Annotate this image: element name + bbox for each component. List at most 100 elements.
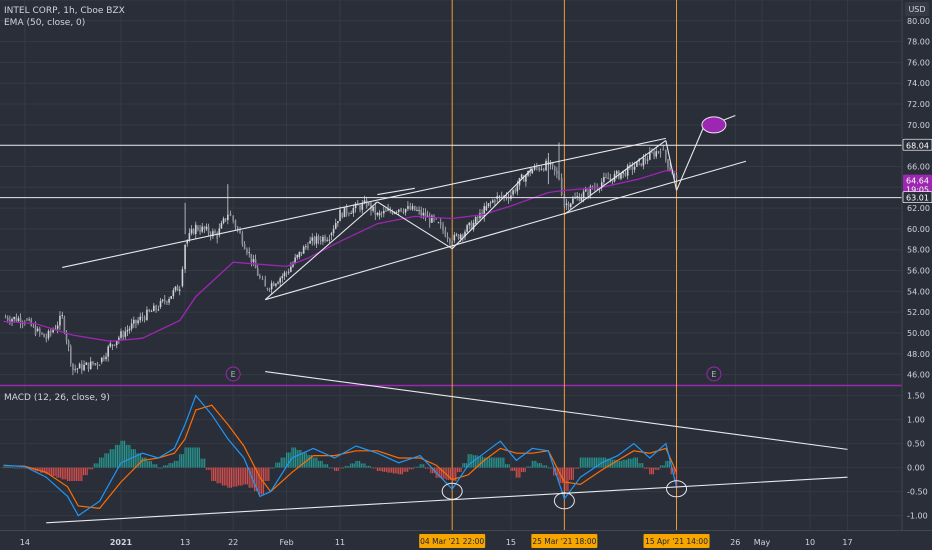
histogram-bar (346, 465, 348, 468)
candle-body (214, 231, 216, 234)
candle-body (264, 279, 267, 287)
candle-body (205, 226, 208, 230)
histogram-bar (323, 464, 325, 468)
candle-body (354, 203, 357, 209)
histogram-bar (503, 457, 505, 468)
histogram-bar (407, 467, 409, 472)
price-tick-label: 58.00 (907, 246, 930, 255)
candle-body (365, 200, 368, 207)
price-label-box (903, 174, 932, 186)
histogram-bar (488, 457, 491, 468)
candle-body (644, 157, 647, 161)
histogram-bar (522, 467, 525, 473)
candle-body (124, 331, 127, 337)
candle-body (227, 214, 229, 221)
ema-line (3, 169, 677, 342)
candle-body (411, 206, 414, 210)
histogram-bar (154, 464, 156, 468)
histogram-bar (417, 466, 419, 468)
histogram-bar (159, 467, 161, 469)
histogram-bar (382, 467, 384, 472)
candle-body (400, 208, 402, 212)
candle-body (516, 185, 519, 192)
histogram-bar (542, 465, 544, 468)
vertical-marker-label: 15 Apr '21 14:00 (645, 537, 708, 546)
candle-body (275, 283, 277, 286)
histogram-bar (294, 447, 297, 468)
candle-body (224, 218, 227, 221)
histogram-bar (606, 458, 608, 468)
candle-body (413, 206, 416, 211)
candle-body (72, 363, 74, 370)
candle-body (315, 236, 318, 244)
candle-body (337, 221, 339, 224)
histogram-bar (186, 447, 188, 468)
candle-body (464, 231, 466, 237)
histogram-bar (399, 467, 402, 475)
candle-body (218, 228, 221, 236)
candle-body (457, 234, 460, 239)
histogram-bar (537, 463, 539, 468)
histogram-bar (337, 467, 339, 471)
histogram-bar (115, 444, 117, 468)
histogram-bar (471, 454, 473, 468)
histogram-bar (414, 466, 416, 468)
histogram-bar (22, 467, 24, 469)
candle-body (468, 222, 471, 226)
candle-body (34, 326, 37, 335)
histogram-bar (586, 457, 589, 468)
histogram-bar (588, 457, 590, 468)
histogram-bar (497, 457, 500, 468)
histogram-bar (268, 467, 270, 482)
candle-body (437, 222, 440, 224)
candle-body (624, 172, 627, 176)
candle-body (326, 239, 328, 241)
vertical-marker-label-box (419, 534, 486, 548)
candle-body (277, 282, 279, 284)
price-tick-label: 70.00 (907, 121, 930, 130)
histogram-bar (111, 449, 113, 468)
histogram-bar (342, 467, 345, 469)
candle-body (268, 289, 271, 290)
histogram-bar (132, 449, 135, 468)
candle-body (69, 346, 72, 364)
histogram-bar (18, 467, 21, 469)
candle-body (542, 168, 545, 171)
candle-body (94, 363, 96, 365)
candle-body (192, 229, 195, 235)
histogram-bar (350, 463, 352, 468)
histogram-bar (285, 452, 288, 468)
candle-body (582, 191, 585, 198)
trendline (665, 140, 678, 191)
histogram-bar (622, 459, 624, 468)
candle-body (118, 337, 120, 342)
candle-body (17, 318, 20, 322)
candle-body (572, 198, 574, 204)
histogram-bar (667, 460, 669, 468)
histogram-bar (234, 467, 236, 487)
histogram-bar (273, 467, 275, 469)
candle-body (105, 356, 107, 360)
histogram-bar (392, 467, 395, 474)
candle-body (565, 203, 568, 205)
histogram-bar (545, 465, 548, 468)
candle-body (611, 178, 614, 182)
candle-body (472, 222, 475, 230)
histogram-bar (229, 467, 231, 488)
candle-body (287, 271, 290, 273)
price-legend: INTEL CORP, 1h, Cboe BZX EMA (50, close,… (4, 5, 125, 29)
candle-body (378, 212, 381, 216)
trendline (265, 160, 747, 301)
price-tick-label: 78.00 (907, 38, 930, 47)
candle-body (270, 283, 273, 290)
histogram-bar (636, 457, 638, 468)
histogram-bar (257, 467, 259, 492)
histogram-bar (15, 467, 17, 469)
histogram-bar (72, 467, 74, 482)
candle-body (500, 195, 503, 197)
histogram-bar (241, 467, 243, 486)
histogram-bar (195, 447, 197, 468)
candle-body (494, 200, 496, 203)
histogram-bar (369, 465, 371, 468)
